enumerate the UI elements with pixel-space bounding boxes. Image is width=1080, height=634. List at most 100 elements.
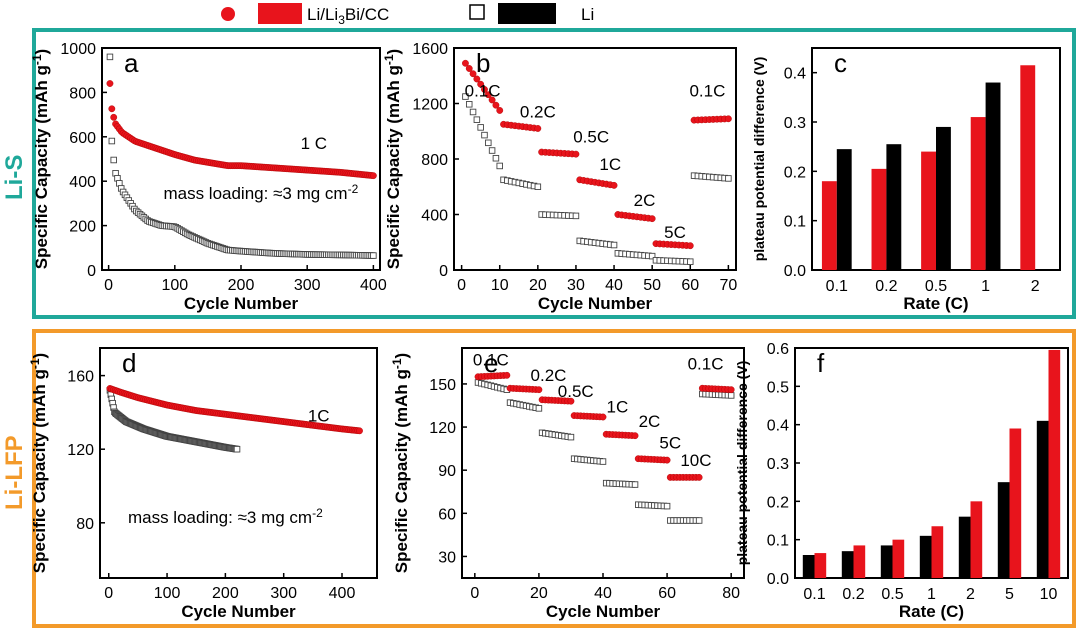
e-point-black (567, 433, 575, 441)
e-annotation-text: 10C (680, 451, 711, 470)
c-x-tick-label: 0.1 (826, 278, 848, 295)
a-annotation-sup: -2 (348, 182, 359, 196)
b-annotation-text: 0.5C (573, 127, 609, 146)
f-y-tick-label: 0.3 (767, 456, 789, 473)
e-point-red (631, 432, 639, 440)
c-bar-red (970, 117, 986, 270)
a-y-tick-label: 400 (69, 174, 96, 191)
d-y-axis-label-main: Specific Capacity (mAh g (30, 369, 49, 573)
a-point-red (110, 113, 118, 121)
e-x-tick-label: 60 (658, 585, 676, 602)
b-annotation-text: 0.2C (520, 102, 556, 121)
a-point-black (106, 53, 114, 61)
e-y-axis-label-end: ) (392, 353, 411, 359)
d-x-axis-label: Cycle Number (181, 602, 296, 621)
e-point-red (503, 371, 511, 379)
e-annotation: 0.5C (558, 382, 594, 401)
b-x-tick-label: 70 (719, 277, 737, 294)
e-annotation: 5C (659, 434, 681, 453)
e-y-tick-label: 150 (429, 377, 456, 394)
c-y-axis-label: plateau potential difference (V) (751, 57, 767, 262)
d-x-tick-label: 100 (154, 585, 181, 602)
b-x-tick-label: 10 (491, 277, 509, 294)
a-y-axis-label-sup: -1 (30, 54, 44, 65)
b-point-red (477, 80, 485, 88)
e-point-black (535, 405, 543, 412)
e-annotation-text: 5C (659, 434, 681, 453)
legend-black-square-marker (469, 4, 485, 20)
b-y-tick-label: 0 (439, 263, 448, 280)
b-point-black (725, 175, 732, 182)
a-panel-letter: a (124, 48, 139, 78)
f-bar-black (880, 545, 893, 578)
c-y-tick-label: 0.3 (784, 115, 806, 132)
a-point-red (369, 172, 377, 180)
e-y-axis-label-sup: -1 (390, 358, 404, 369)
b-y-axis-label-main: Specific Capacity (mAh g (384, 65, 403, 269)
chart-panel-c: 0.0 0.1 0.2 0.3 0.4 plateau potential differe… (751, 47, 1061, 313)
d-x-tick-label: 400 (329, 585, 356, 602)
b-point-black (469, 108, 477, 116)
e-x-tick-label: 80 (722, 585, 740, 602)
e-annotation: 1C (607, 398, 629, 417)
b-y-tick-label: 1600 (412, 41, 448, 58)
e-annotation: 2C (639, 412, 661, 431)
legend-red-label-sub: 3 (338, 13, 345, 27)
f-bar-red (931, 526, 944, 578)
b-point-red (473, 75, 481, 83)
a-annotation-text: mass loading: ≈3 mg cm (163, 184, 347, 203)
b-point-black (496, 162, 503, 170)
e-y-tick-label: 120 (429, 420, 456, 437)
b-x-tick-label: 30 (567, 277, 585, 294)
f-bar-red (814, 553, 827, 578)
a-y-axis-label-end: ) (32, 49, 51, 55)
section-label-li-lfp: Li-LFP (1, 435, 28, 510)
e-x-tick-label: 20 (530, 585, 548, 602)
e-annotation-text: 0.1C (473, 350, 509, 369)
b-point-red (465, 65, 473, 72)
a-point-red (108, 105, 116, 113)
b-point-black (572, 212, 580, 220)
legend-red-dot-marker (221, 7, 235, 21)
c-y-tick-label: 0.0 (784, 263, 806, 280)
b-annotation-text: 1C (599, 155, 621, 174)
legend-red-label: Li/Li3Bi/CC (307, 5, 389, 27)
e-point-red (535, 386, 543, 394)
b-x-tick-label: 20 (529, 277, 547, 294)
f-x-tick-label: 0.1 (803, 586, 825, 603)
b-y-axis-label-sup: -1 (382, 54, 396, 65)
c-bar-red (1020, 65, 1036, 271)
d-x-tick-label: 300 (270, 585, 297, 602)
d-panel-letter: d (122, 348, 136, 378)
e-annotation-text: 2C (639, 412, 661, 431)
f-y-axis-label: plateau potential difference (V) (734, 361, 750, 566)
f-x-tick-label: 5 (1005, 586, 1014, 603)
a-x-axis-label: Cycle Number (184, 294, 299, 313)
a-x-tick-label: 0 (104, 277, 113, 294)
a-axes-frame (101, 47, 381, 271)
f-y-tick-label: 0.4 (767, 418, 789, 435)
b-point-red (610, 181, 618, 189)
b-annotation: 0.1C (689, 82, 725, 101)
e-point-black (599, 458, 607, 465)
a-point-black (110, 156, 117, 164)
c-bar-red (871, 168, 887, 270)
c-y-tick-label: 0.1 (784, 214, 806, 231)
d-axes-frame (99, 347, 378, 579)
d-annotation-text: mass loading: ≈3 mg cm (128, 508, 312, 527)
f-bar-black (841, 551, 854, 578)
f-y-tick-label: 0.1 (767, 533, 789, 550)
e-y-tick-label: 90 (438, 463, 456, 480)
f-y-tick-label: 0.0 (767, 571, 789, 588)
a-y-axis-label-main: Specific Capacity (mAh g (32, 65, 51, 269)
d-x-tick-label: 0 (104, 585, 113, 602)
b-point-red (496, 107, 504, 114)
c-bar-black (886, 144, 902, 270)
e-annotation-text: 1C (607, 398, 629, 417)
e-point-black (695, 517, 703, 524)
chart-panel-f: 0.0 0.1 0.2 0.3 0.4 0.5 0.6 plateau potential d… (734, 341, 1069, 621)
f-bar-black (997, 482, 1010, 578)
